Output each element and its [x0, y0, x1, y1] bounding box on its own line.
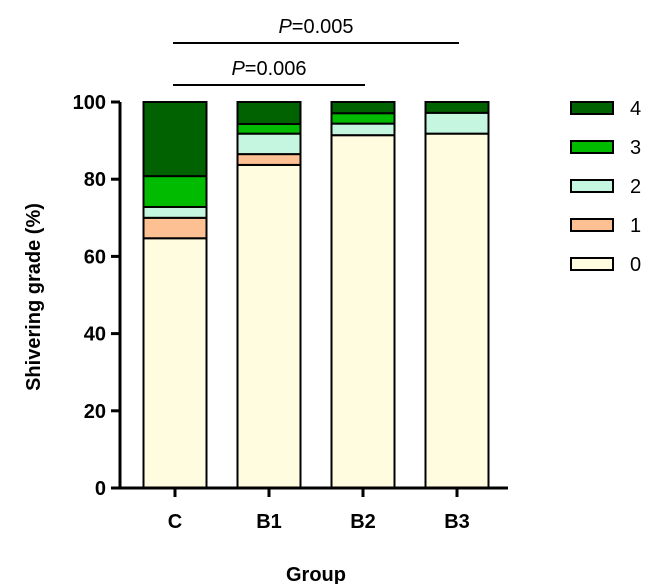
bar-segment-c-grade-1 [142, 216, 208, 240]
bar-segment-c-grade-3 [142, 175, 208, 208]
y-tick-label: 20 [84, 401, 106, 423]
significance-layer: P=0.005 P=0.006 [173, 16, 459, 86]
bar-segment-b1-grade-1 [236, 153, 302, 166]
y-tick-label: 60 [84, 246, 106, 268]
legend-label-grade-4: 4 [630, 98, 641, 120]
bar-segment-b2-grade-0 [330, 134, 396, 489]
legend: 4 3 2 1 0 [570, 98, 641, 276]
bar-segment-b3-grade-4 [424, 101, 490, 114]
x-axis-title: Group [286, 564, 346, 584]
x-tick-label: B2 [350, 511, 376, 533]
legend-swatch-grade-3 [570, 140, 614, 154]
legend-swatch-grade-2 [570, 179, 614, 193]
y-axis-title: Shivering grade (%) [23, 203, 45, 391]
legend-swatch-grade-0 [570, 257, 614, 271]
bar-segment-c-grade-0 [142, 237, 208, 489]
significance-label: P=0.005 [278, 16, 353, 38]
legend-label-grade-3: 3 [630, 137, 641, 159]
legend-swatch-grade-1 [570, 218, 614, 232]
legend-label-grade-1: 1 [630, 215, 641, 237]
bar-segment-b2-grade-3 [330, 112, 396, 125]
bar-segment-c-grade-4 [142, 101, 208, 178]
y-tick-label: 100 [73, 92, 106, 114]
legend-label-grade-0: 0 [630, 254, 641, 276]
bar-segment-b1-grade-2 [236, 132, 302, 156]
bar-segment-b1-grade-4 [236, 101, 302, 126]
y-tick-label: 40 [84, 324, 106, 346]
significance-label: P=0.006 [231, 58, 306, 80]
bar-segment-b3-grade-0 [424, 132, 490, 489]
legend-label-grade-2: 2 [630, 176, 641, 198]
bar-segment-b3-grade-2 [424, 111, 490, 135]
y-tick-label: 80 [84, 169, 106, 191]
bar-segment-b1-grade-3 [236, 123, 302, 135]
legend-swatch-grade-4 [570, 101, 614, 115]
bar-segment-b2-grade-2 [330, 122, 396, 137]
bars-layer [142, 101, 490, 489]
x-tick-label: B3 [444, 511, 470, 533]
x-tick-label: B1 [256, 511, 282, 533]
x-tick-label: C [168, 511, 182, 533]
bar-segment-b2-grade-4 [330, 101, 396, 115]
bar-segment-b1-grade-0 [236, 163, 302, 489]
axes-layer: 0 20 40 60 80 100 C B1 B2 B3 [73, 92, 508, 533]
y-tick-label: 0 [95, 478, 106, 500]
bar-segment-c-grade-2 [142, 205, 208, 219]
